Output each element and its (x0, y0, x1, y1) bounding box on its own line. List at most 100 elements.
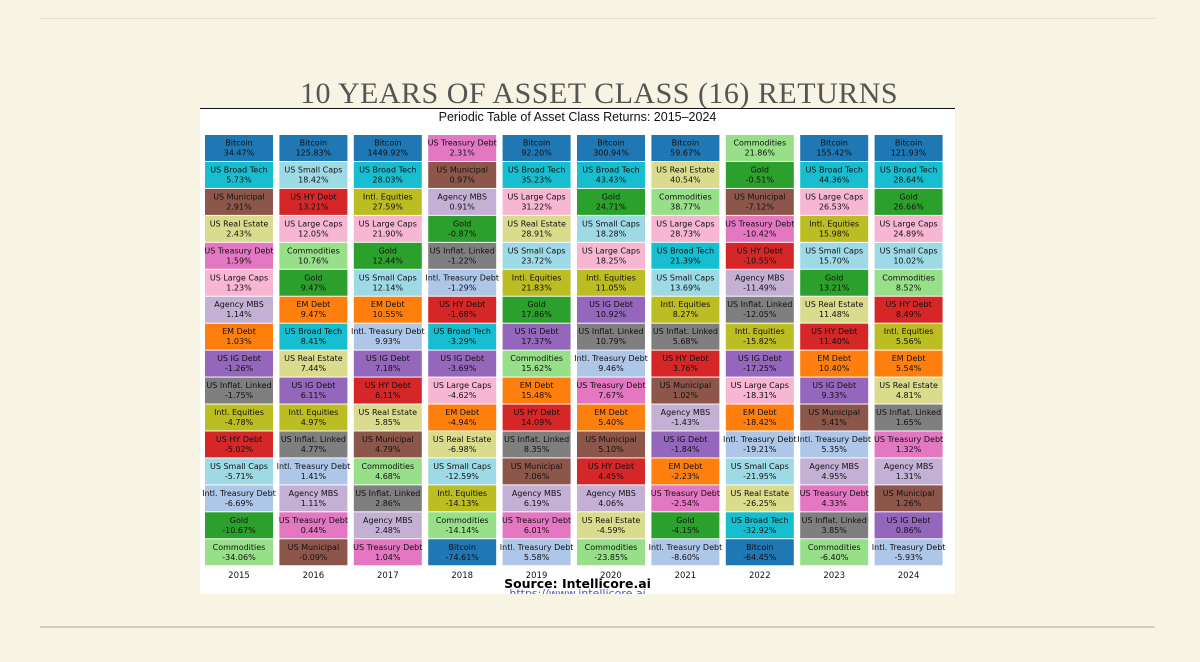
cell-return-value: 7.18% (375, 364, 401, 373)
cell-return-value: 1.14% (226, 310, 252, 319)
table-cell: Agency MBS-1.43% (651, 404, 720, 431)
cell-return-value: 2.91% (226, 202, 252, 211)
cell-asset-name: US HY Debt (811, 327, 857, 336)
cell-background (800, 296, 869, 323)
cell-return-value: 1.26% (896, 499, 922, 508)
cell-asset-name: US Municipal (883, 489, 935, 498)
cell-return-value: 28.03% (373, 175, 404, 184)
cell-background (651, 539, 720, 566)
cell-background (205, 431, 273, 458)
cell-asset-name: Gold (602, 192, 620, 201)
cell-background (279, 135, 348, 161)
cell-asset-name: US Small Caps (731, 462, 789, 471)
cell-return-value: -0.09% (299, 553, 328, 562)
cell-return-value: 2.43% (226, 229, 252, 238)
source-url[interactable]: https://www.intellicore.ai (509, 587, 646, 594)
cell-asset-name: EM Debt (817, 354, 851, 363)
cell-background (502, 135, 571, 161)
cell-background (428, 350, 497, 377)
cell-background (502, 377, 571, 404)
cell-background (725, 485, 794, 512)
table-cell: US Municipal-7.12% (725, 188, 794, 215)
cell-background (353, 485, 422, 512)
cell-asset-name: US Large Caps (433, 381, 491, 390)
table-cell: US Treasury Debt-10.42% (725, 215, 794, 242)
cell-background (577, 269, 645, 296)
cell-return-value: -4.94% (448, 418, 477, 427)
cell-background (874, 350, 943, 377)
cell-background (725, 188, 794, 215)
cell-asset-name: US Large Caps (582, 246, 640, 255)
table-cell: US HY Debt-1.68% (428, 296, 497, 323)
table-cell: US Small Caps-12.59% (428, 458, 497, 485)
cell-return-value: 4.06% (598, 499, 624, 508)
table-cell: US IG Debt-3.69% (428, 350, 497, 377)
cell-background (874, 135, 943, 161)
cell-background (725, 242, 794, 269)
cell-background (874, 539, 943, 566)
cell-asset-name: US Large Caps (731, 381, 789, 390)
cell-asset-name: US HY Debt (662, 354, 708, 363)
cell-return-value: 11.05% (596, 283, 627, 292)
cell-asset-name: Intl. Equities (512, 273, 562, 282)
cell-asset-name: Agency MBS (363, 516, 413, 525)
cell-asset-name: US HY Debt (737, 246, 783, 255)
cell-return-value: 0.97% (449, 175, 475, 184)
cell-asset-name: Agency MBS (735, 273, 785, 282)
cell-return-value: 9.33% (821, 391, 847, 400)
cell-return-value: 4.81% (896, 391, 922, 400)
cell-background (800, 485, 869, 512)
cell-background (800, 269, 869, 296)
cell-asset-name: Bitcoin (597, 139, 624, 148)
cell-background (279, 296, 348, 323)
cell-asset-name: Gold (304, 273, 322, 282)
cell-return-value: -1.75% (225, 391, 254, 400)
cell-return-value: -6.40% (820, 553, 849, 562)
cell-asset-name: Intl. Treasury Debt (723, 435, 797, 444)
cell-return-value: -3.29% (448, 337, 477, 346)
cell-background (279, 269, 348, 296)
cell-asset-name: Bitcoin (374, 139, 401, 148)
cell-background (428, 269, 497, 296)
cell-background (725, 539, 794, 566)
cell-asset-name: US IG Debt (366, 354, 410, 363)
cell-asset-name: Commodities (808, 543, 861, 552)
cell-return-value: 1.23% (226, 283, 252, 292)
cell-return-value: 4.95% (821, 472, 847, 481)
cell-background (353, 404, 422, 431)
cell-asset-name: Bitcoin (225, 139, 252, 148)
cell-asset-name: US IG Debt (440, 354, 484, 363)
cell-return-value: -10.67% (222, 526, 256, 535)
cell-return-value: 9.47% (301, 310, 327, 319)
cell-asset-name: Agency MBS (586, 489, 636, 498)
cell-return-value: 5.40% (598, 418, 624, 427)
cell-return-value: 4.45% (598, 472, 624, 481)
cell-asset-name: EM Debt (520, 381, 554, 390)
cell-asset-name: Gold (825, 273, 843, 282)
cell-asset-name: Agency MBS (214, 300, 264, 309)
cell-background (725, 215, 794, 242)
cell-asset-name: Intl. Equities (289, 408, 339, 417)
cell-asset-name: EM Debt (743, 408, 777, 417)
top-divider (40, 18, 1155, 19)
cell-background (502, 188, 571, 215)
cell-return-value: -12.05% (743, 310, 777, 319)
cell-asset-name: Intl. Treasury Debt (202, 489, 276, 498)
